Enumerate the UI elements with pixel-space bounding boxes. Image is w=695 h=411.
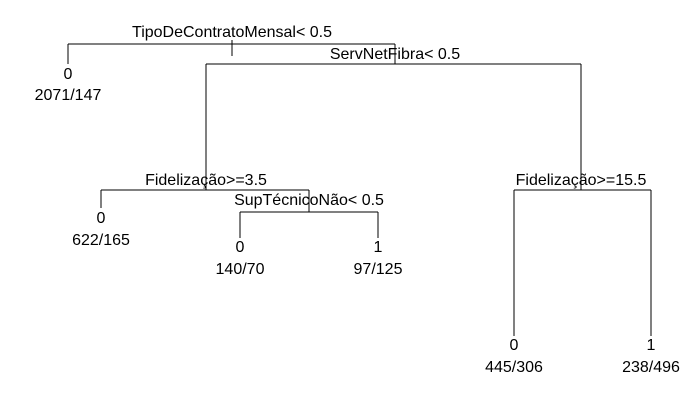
leaf-counts: 140/70	[216, 261, 265, 278]
leaf-counts: 2071/147	[35, 87, 102, 104]
leaf-counts: 97/125	[354, 261, 403, 278]
split-label-fidelizacao-right: Fidelização>=15.5	[516, 172, 647, 189]
split-label-servnetfibra: ServNetFibra< 0.5	[330, 46, 460, 63]
leaf-counts: 445/306	[485, 359, 543, 376]
split-label-fidelizacao-left: Fidelização>=3.5	[145, 172, 267, 189]
leaf-class: 0	[64, 66, 73, 83]
split-label-suptecnico: SupTécnicoNão< 0.5	[234, 192, 384, 209]
leaf-counts: 238/496	[622, 359, 680, 376]
leaf-class: 0	[97, 210, 106, 227]
leaf-counts: 622/165	[72, 232, 130, 249]
split-label-root: TipoDeContratoMensal< 0.5	[132, 24, 332, 41]
leaf-class: 1	[374, 239, 383, 256]
leaf-class: 0	[510, 337, 519, 354]
leaf-class: 1	[647, 337, 656, 354]
leaf-class: 0	[236, 239, 245, 256]
